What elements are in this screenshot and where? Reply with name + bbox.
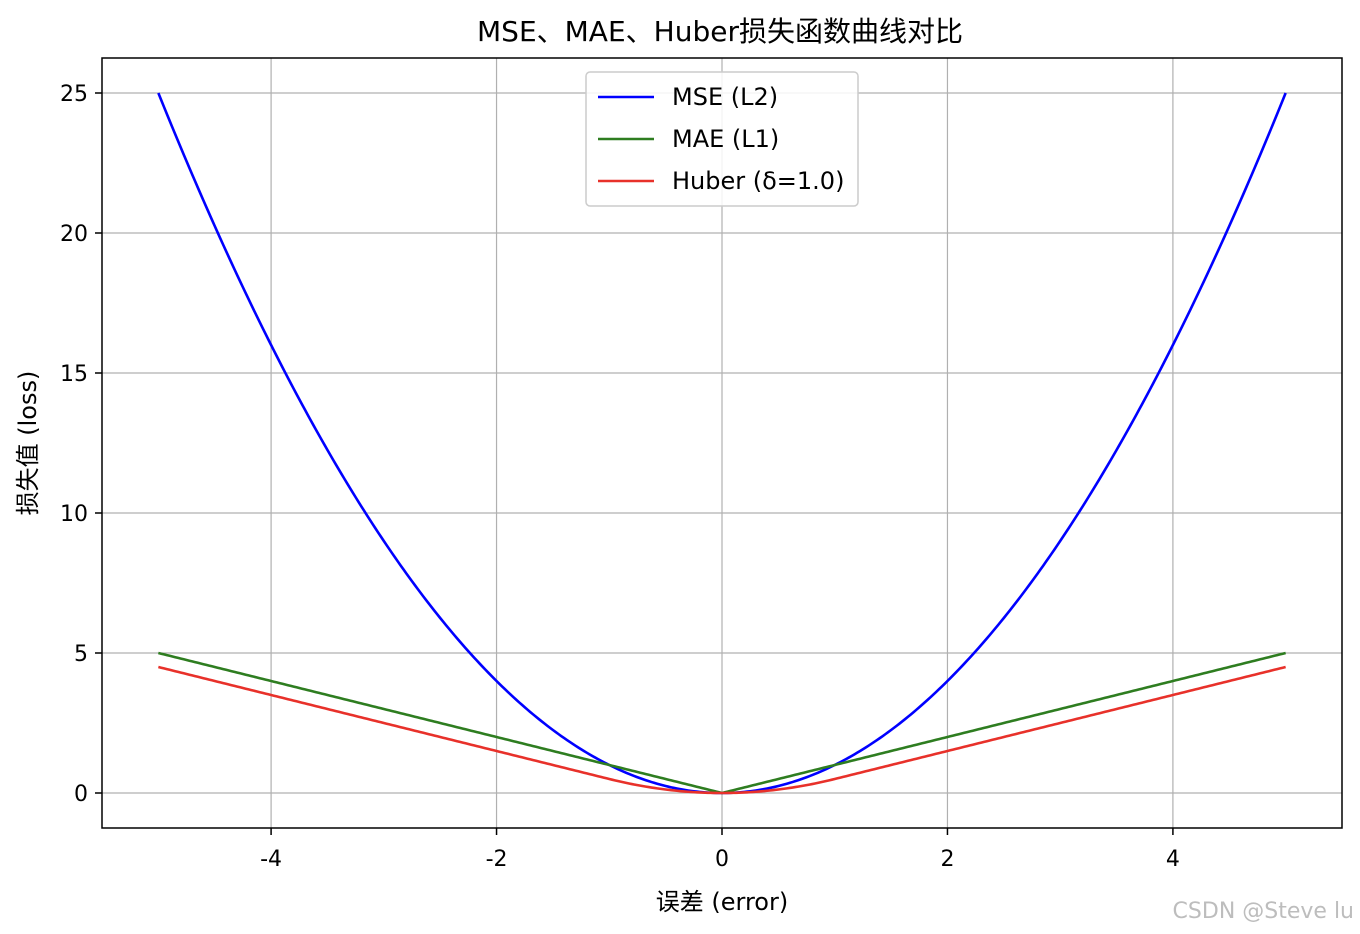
legend-label-2: Huber (δ=1.0): [672, 167, 844, 195]
x-tick-label: 4: [1166, 847, 1180, 872]
y-tick-label: 20: [60, 222, 88, 247]
legend-box: [585, 71, 859, 207]
y-axis-ticks: 0 5 10 15 20 25: [60, 82, 102, 807]
x-tick-label: 2: [940, 847, 954, 872]
series-line-2: [158, 665, 1286, 795]
x-tick-label: -4: [260, 847, 282, 872]
y-tick-label: 25: [60, 82, 88, 107]
y-tick-label: 0: [74, 782, 88, 807]
chart-title: MSE、MAE、Huber损失函数曲线对比: [477, 15, 963, 48]
x-tick-label: -2: [486, 847, 508, 872]
legend: MSE (L2) MAE (L1) Huber (δ=1.0): [585, 71, 859, 207]
watermark: CSDN @Steve lu: [1173, 899, 1354, 924]
y-axis-label: 损失值 (loss): [14, 371, 42, 516]
legend-label-1: MAE (L1): [672, 125, 779, 153]
legend-label-0: MSE (L2): [672, 83, 778, 111]
x-tick-label: 0: [715, 847, 729, 872]
x-axis-label: 误差 (error): [656, 888, 788, 916]
y-tick-label: 15: [60, 362, 88, 387]
y-tick-label: 10: [60, 502, 88, 527]
x-axis-ticks: -4 -2 0 2 4: [260, 828, 1180, 872]
series-lines: [157, 92, 1287, 795]
y-tick-label: 5: [74, 642, 88, 667]
